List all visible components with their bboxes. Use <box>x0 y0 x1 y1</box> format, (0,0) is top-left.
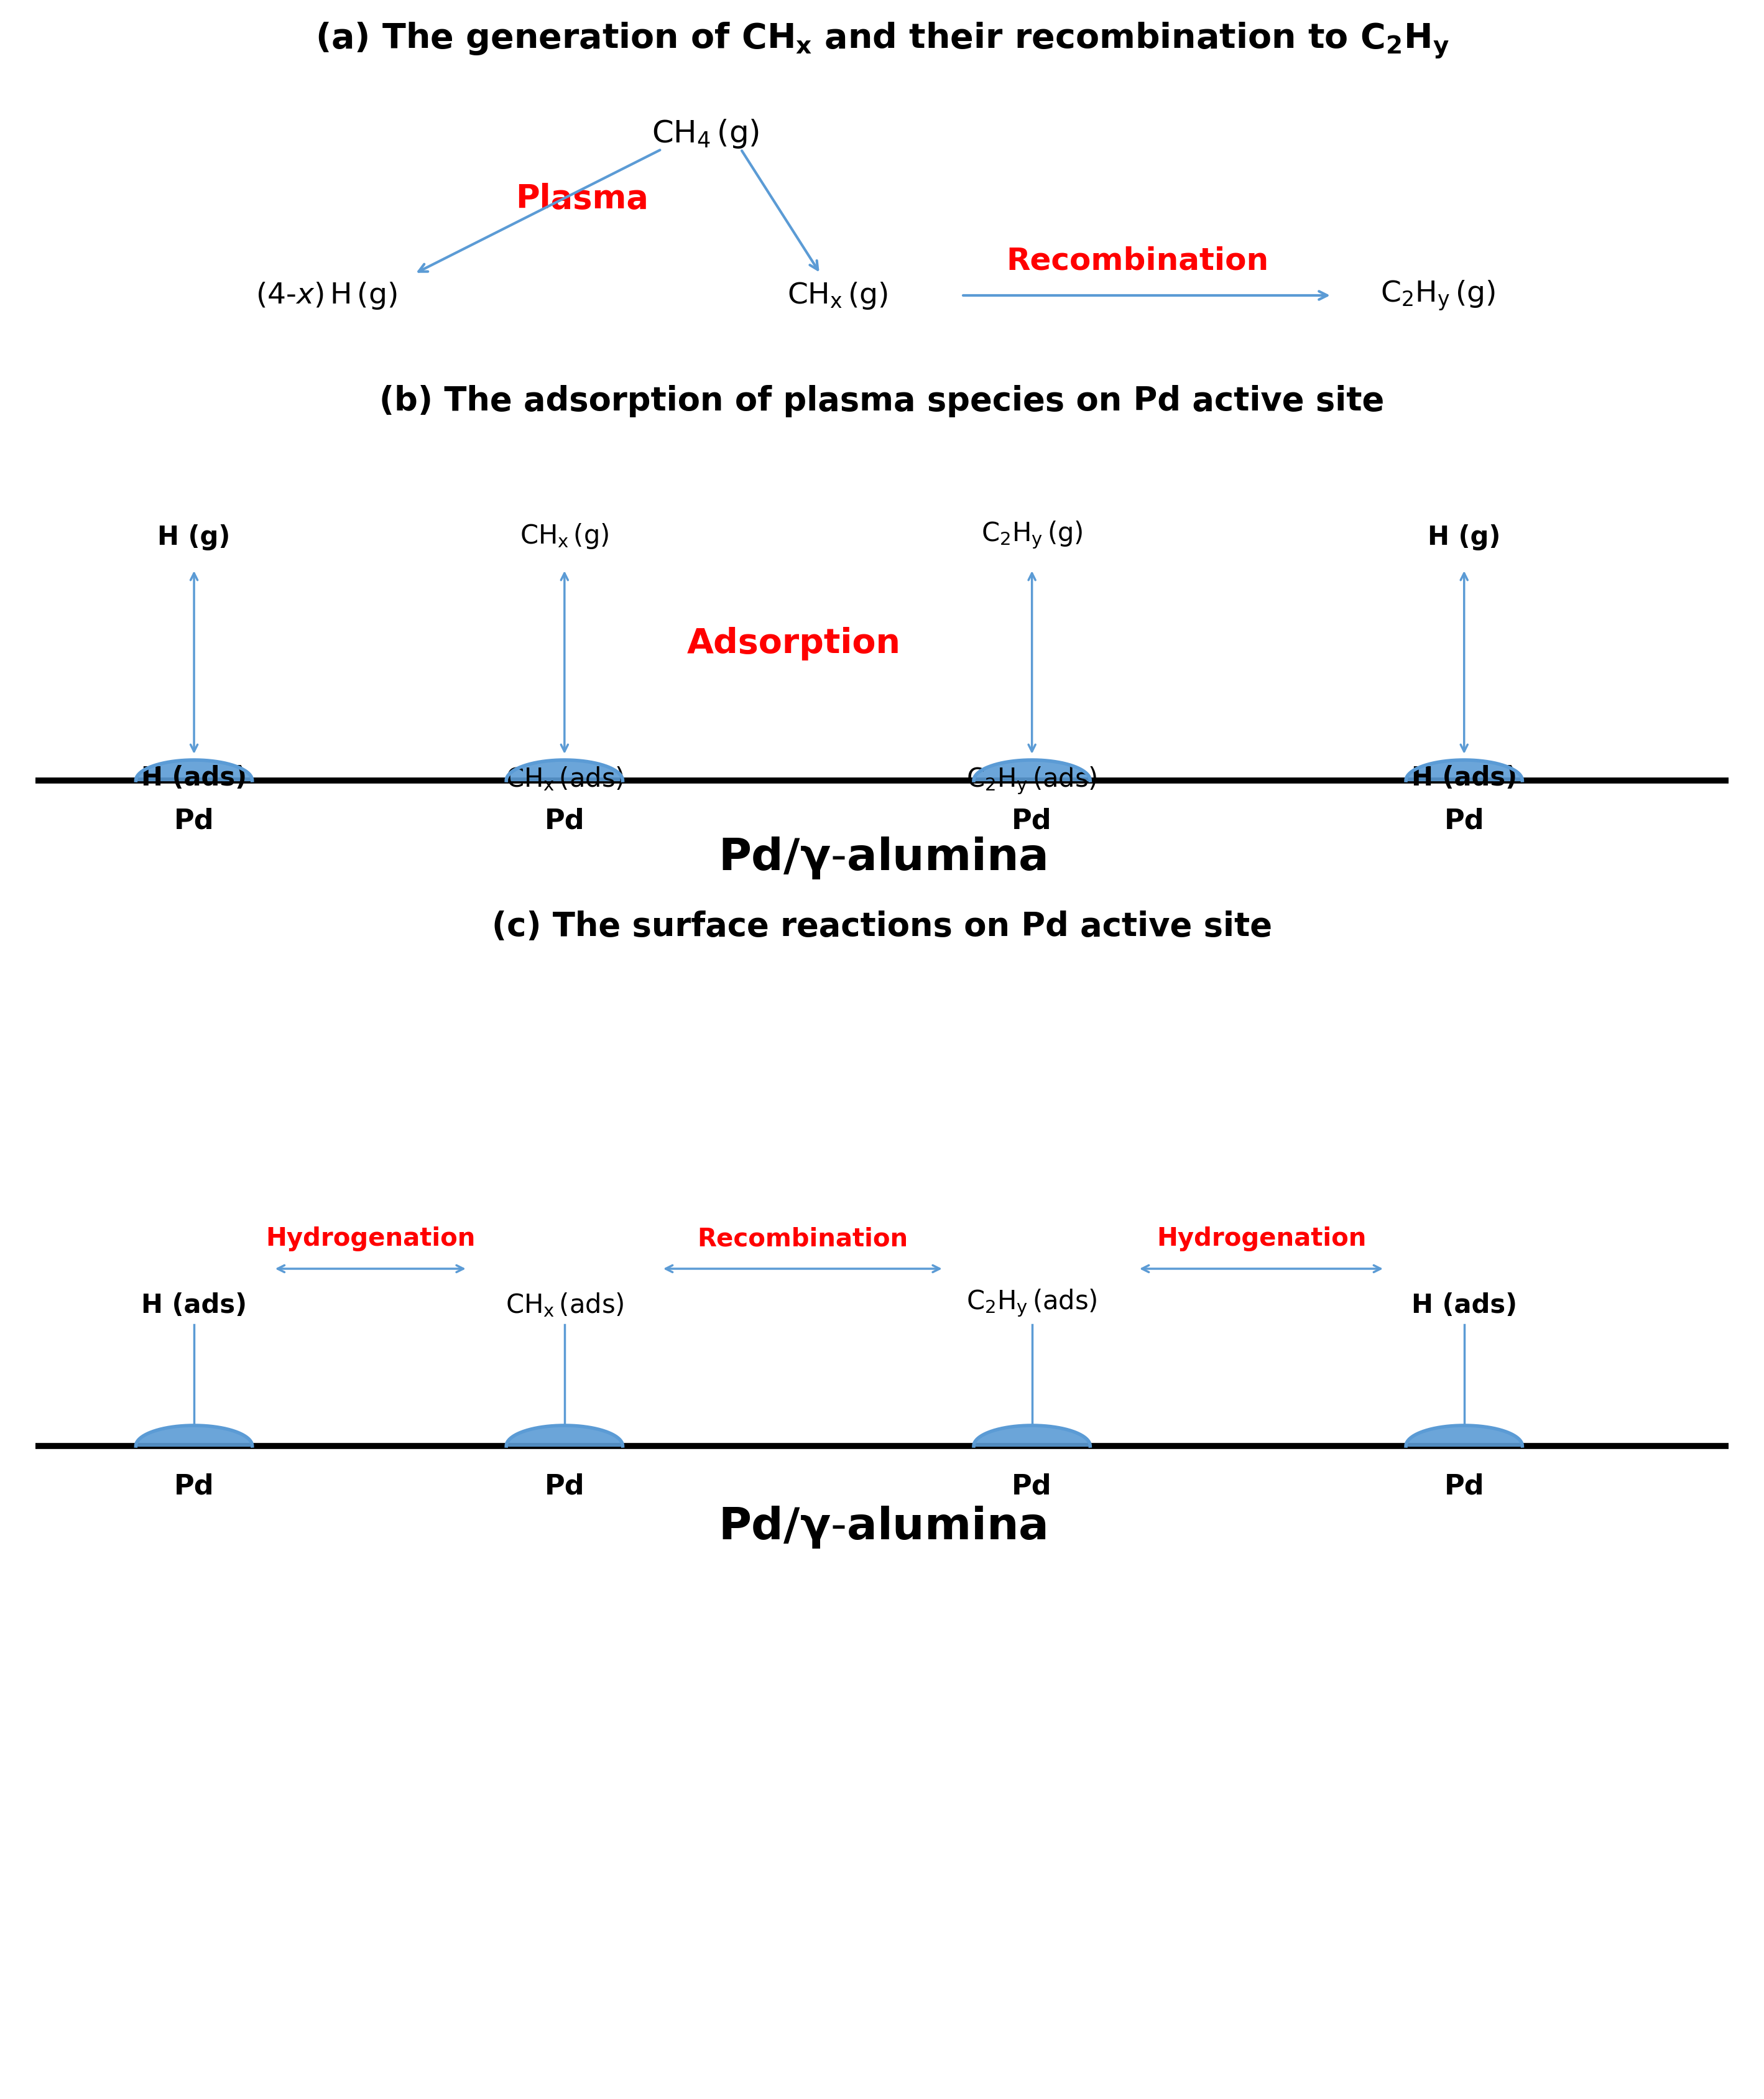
Text: Hydrogenation: Hydrogenation <box>1157 1226 1365 1251</box>
Text: H (g): H (g) <box>157 525 231 550</box>
Text: Hydrogenation: Hydrogenation <box>266 1226 475 1251</box>
Text: Recombination: Recombination <box>697 1226 908 1251</box>
Text: $(4\text{-}x)\,\mathrm{H\,(g)}$: $(4\text{-}x)\,\mathrm{H\,(g)}$ <box>256 279 397 311</box>
Text: H (ads): H (ads) <box>1411 1293 1517 1318</box>
Text: Pd: Pd <box>1013 1473 1051 1501</box>
Text: H (g): H (g) <box>1427 525 1501 550</box>
Text: Pd: Pd <box>175 1473 213 1501</box>
Text: Pd: Pd <box>1445 808 1484 833</box>
Text: $\mathbf{Pd/\gamma\text{-}alumina}$: $\mathbf{Pd/\gamma\text{-}alumina}$ <box>718 1505 1046 1549</box>
Text: Pd: Pd <box>545 808 584 833</box>
Text: $\mathrm{CH_4\,(g)}$: $\mathrm{CH_4\,(g)}$ <box>651 118 760 149</box>
Text: Pd: Pd <box>545 1473 584 1501</box>
Text: $\mathrm{CH_x\,(g)}$: $\mathrm{CH_x\,(g)}$ <box>787 279 889 311</box>
Text: (c) The surface reactions on Pd active site: (c) The surface reactions on Pd active s… <box>492 911 1272 942</box>
Text: $\mathrm{CH_x\,(ads)}$: $\mathrm{CH_x\,(ads)}$ <box>505 1291 624 1318</box>
Text: $\mathrm{C_2H_y\,(ads)}$: $\mathrm{C_2H_y\,(ads)}$ <box>967 764 1097 796</box>
Text: $\mathrm{C_2H_y\,(g)}$: $\mathrm{C_2H_y\,(g)}$ <box>981 521 1083 550</box>
Text: H (ads): H (ads) <box>1411 764 1517 791</box>
Text: Recombination: Recombination <box>1007 246 1268 277</box>
Text: Pd: Pd <box>175 808 213 833</box>
Text: (a) The generation of $\mathbf{CH_x}$ and their recombination to $\mathbf{C_2H_y: (a) The generation of $\mathbf{CH_x}$ an… <box>316 21 1448 61</box>
Text: $\mathrm{C_2H_y\,(g)}$: $\mathrm{C_2H_y\,(g)}$ <box>1379 279 1496 313</box>
Text: H (ads): H (ads) <box>141 1293 247 1318</box>
Text: Plasma: Plasma <box>515 183 649 216</box>
Text: Pd: Pd <box>1445 1473 1484 1501</box>
Text: $\mathrm{C_2H_y\,(ads)}$: $\mathrm{C_2H_y\,(ads)}$ <box>967 1287 1097 1318</box>
Text: $\mathrm{CH_x\,(ads)}$: $\mathrm{CH_x\,(ads)}$ <box>505 764 624 791</box>
Text: (b) The adsorption of plasma species on Pd active site: (b) The adsorption of plasma species on … <box>379 384 1385 418</box>
Text: Adsorption: Adsorption <box>686 628 901 661</box>
Text: $\mathrm{CH_x\,(g)}$: $\mathrm{CH_x\,(g)}$ <box>520 523 609 550</box>
Text: Pd: Pd <box>1013 808 1051 833</box>
Text: $\mathbf{Pd/\gamma\text{-}alumina}$: $\mathbf{Pd/\gamma\text{-}alumina}$ <box>718 835 1046 882</box>
Text: H (ads): H (ads) <box>141 764 247 791</box>
